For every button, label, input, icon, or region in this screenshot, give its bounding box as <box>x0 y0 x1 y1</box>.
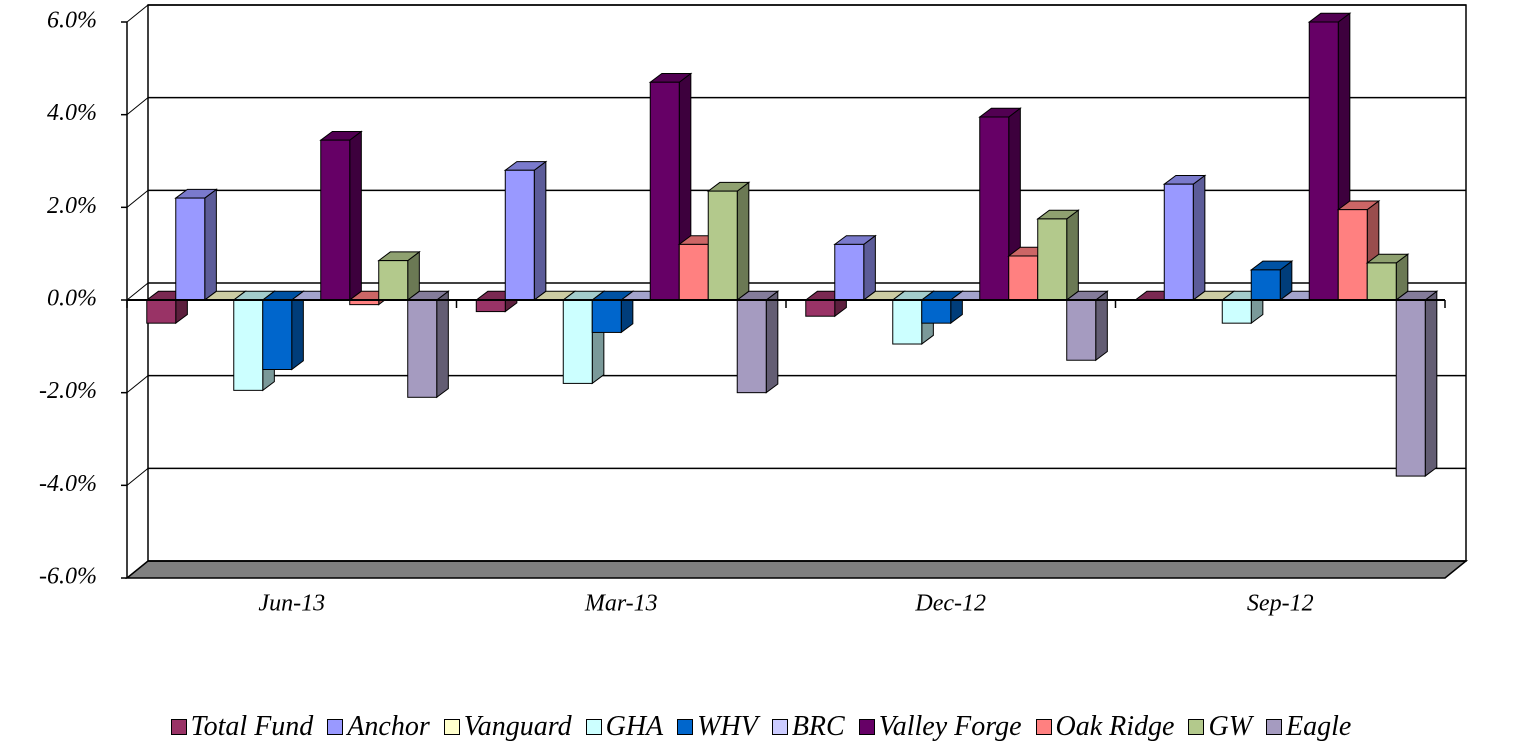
legend-swatch <box>1035 719 1052 735</box>
bar <box>591 299 622 333</box>
floor <box>124 560 1469 579</box>
bar-side <box>1424 290 1438 478</box>
bar <box>1395 299 1426 477</box>
grid-side <box>126 97 149 116</box>
y-tick-label: -6.0% <box>39 564 97 590</box>
bar <box>1337 209 1368 301</box>
y-tick-label: -4.0% <box>39 471 97 497</box>
bar-side <box>765 290 779 394</box>
legend-label: Anchor <box>347 711 430 742</box>
legend-swatch <box>1266 719 1283 735</box>
bar <box>707 190 738 301</box>
bar-side <box>1192 174 1206 301</box>
legend-label: Eagle <box>1286 711 1352 742</box>
bar <box>1008 255 1039 301</box>
bar <box>892 299 923 345</box>
legend-swatch <box>327 719 344 735</box>
bar-side <box>436 290 449 399</box>
bar <box>1037 218 1068 301</box>
bar-side <box>349 130 362 301</box>
legend-label: WHV <box>697 711 758 742</box>
grid-side <box>126 467 149 486</box>
y-tick-label: 0.0% <box>47 286 97 312</box>
grid-side <box>126 282 149 301</box>
y-tick-label: 2.0% <box>47 193 97 219</box>
grid-side <box>126 189 149 208</box>
legend-label: Total Fund <box>190 711 314 742</box>
bar <box>649 81 680 301</box>
bar <box>504 169 535 301</box>
chart: -6.0% -4.0% -2.0% 0.0% 2.0% 4.0% 6.0% Jun-13 Mar… <box>39 4 1469 617</box>
bar <box>1308 21 1339 301</box>
bar <box>1366 262 1397 301</box>
legend: Total Fund Anchor Vanguard GHA WHV BRC Valley … <box>0 711 1522 743</box>
bar-side <box>291 290 304 371</box>
bar <box>475 299 506 313</box>
legend-swatch <box>771 719 788 735</box>
legend-swatch <box>170 719 187 735</box>
bar <box>1066 299 1097 361</box>
bar <box>262 299 293 370</box>
bar <box>678 243 709 301</box>
bar <box>1250 269 1281 301</box>
legend-item: GHA <box>585 711 664 743</box>
bar-side <box>533 160 547 301</box>
bar <box>1221 299 1252 324</box>
bar-side <box>1066 209 1079 301</box>
bar <box>378 260 409 301</box>
grid-side <box>126 560 149 579</box>
legend-label: Vanguard <box>463 711 572 742</box>
legend-label: BRC <box>791 711 845 742</box>
legend-swatch <box>585 719 602 735</box>
bar <box>834 243 865 301</box>
y-tick-label: 4.0% <box>47 100 97 126</box>
legend-swatch <box>1188 719 1205 735</box>
y-tick-label: -2.0% <box>39 378 97 404</box>
x-tick-label: Jun-13 <box>258 591 325 617</box>
bar <box>562 299 593 384</box>
legend-item: GW <box>1188 711 1252 743</box>
legend-item: Oak Ridge <box>1035 711 1175 743</box>
bar <box>233 299 264 391</box>
bar-side <box>863 234 876 301</box>
bar-side <box>736 181 750 301</box>
grid-side <box>126 375 149 394</box>
bar <box>320 139 351 301</box>
grid-side <box>126 4 149 23</box>
bar-side <box>1095 290 1108 362</box>
bar <box>736 299 767 394</box>
bar <box>1163 183 1194 301</box>
bar <box>407 299 438 398</box>
x-tick-label: Mar-13 <box>584 591 658 617</box>
legend-item: Valley Forge <box>858 711 1022 743</box>
legend-item: Vanguard <box>443 711 572 743</box>
legend-label: Valley Forge <box>878 711 1022 742</box>
legend-label: Oak Ridge <box>1055 711 1175 742</box>
legend-item: BRC <box>771 711 845 743</box>
legend-swatch <box>858 719 875 735</box>
legend-swatch <box>443 719 460 735</box>
y-tick-label: 6.0% <box>47 8 97 34</box>
x-tick-label: Sep-12 <box>1247 591 1314 617</box>
legend-item: WHV <box>677 711 758 743</box>
legend-item: Eagle <box>1266 711 1351 743</box>
legend-swatch <box>677 719 694 735</box>
legend-label: GW <box>1208 711 1253 742</box>
bar <box>146 299 177 324</box>
bar <box>805 299 836 317</box>
bar <box>175 197 206 301</box>
x-tick-label: Dec-12 <box>914 591 986 617</box>
bar-side <box>204 188 217 301</box>
legend-item: Anchor <box>327 711 430 743</box>
bar <box>979 116 1010 301</box>
legend-label: GHA <box>605 711 664 742</box>
bar <box>921 299 952 324</box>
legend-item: Total Fund <box>170 711 314 743</box>
